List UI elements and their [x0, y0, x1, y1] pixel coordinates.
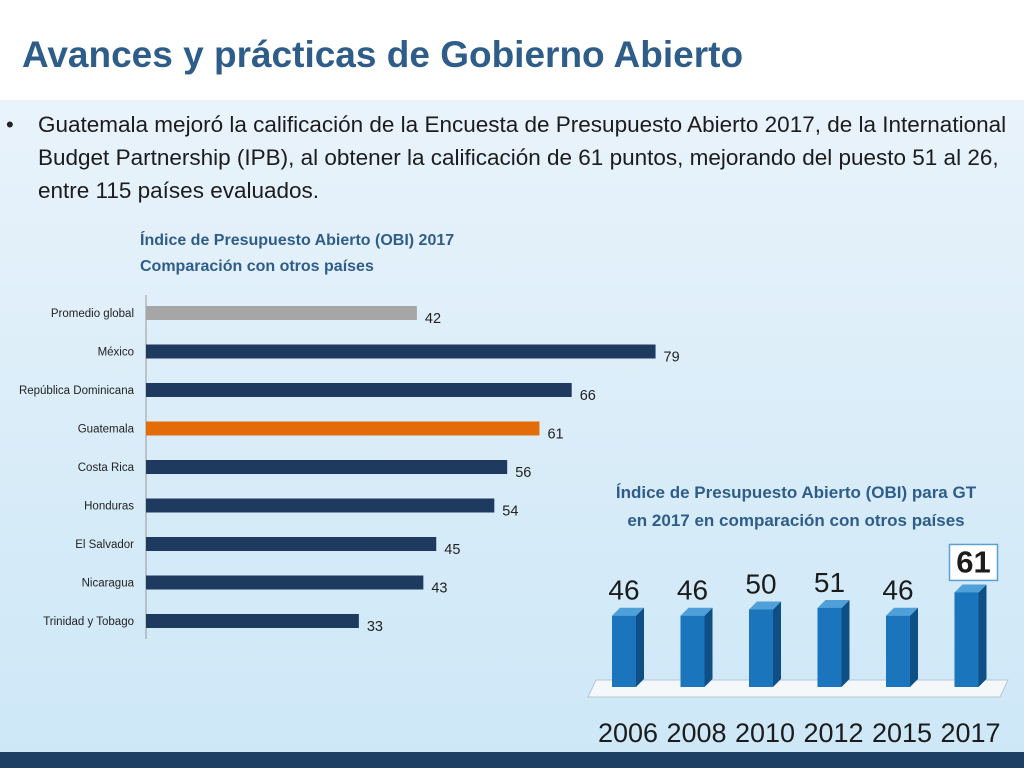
column-side: [841, 599, 850, 687]
bar-value-label: 45: [444, 542, 460, 558]
bullet-marker: •: [6, 112, 14, 137]
category-label: Trinidad y Tobago: [43, 616, 134, 628]
column: [612, 615, 636, 687]
column-value-label: 46: [882, 575, 913, 606]
column-side: [978, 584, 987, 687]
year-label: 2010: [735, 718, 795, 748]
column-top: [886, 607, 918, 616]
obi-guatemala-chart-title: Índice de Presupuesto Abierto (OBI) para…: [615, 483, 977, 530]
category-label: Costa Rica: [78, 462, 135, 474]
bar: [146, 614, 359, 628]
column-side: [910, 607, 918, 687]
column-top: [817, 599, 850, 608]
category-label: Nicaragua: [82, 578, 135, 590]
column-value-label: 46: [608, 575, 639, 606]
bullet-text: Guatemala mejoró la calificación de la E…: [38, 112, 1007, 203]
year-label: 2006: [598, 718, 658, 748]
category-label: República Dominicana: [19, 385, 135, 397]
year-label: 2008: [666, 718, 726, 748]
obi-comparison-chart-title: Índice de Presupuesto Abierto (OBI) 2017: [140, 232, 455, 249]
bar: [146, 460, 508, 474]
column: [680, 615, 705, 687]
category-label: El Salvador: [75, 539, 134, 551]
obi-comparison-chart-subtitle: Comparación con otros países: [140, 258, 374, 275]
column-value-label: 50: [745, 569, 776, 600]
column: [817, 607, 842, 687]
category-label: México: [98, 347, 134, 359]
column-value-label: 61: [956, 544, 990, 579]
year-label: 2015: [872, 718, 932, 748]
column-side: [773, 601, 781, 687]
column: [886, 615, 910, 687]
bar-value-label: 33: [367, 619, 383, 635]
bar: [146, 575, 424, 590]
bar: [146, 344, 656, 359]
bar-value-label: 79: [664, 350, 680, 366]
category-label: Promedio global: [51, 308, 134, 320]
footer-bar: [0, 752, 1024, 768]
bar-value-label: 66: [580, 388, 596, 404]
bar-value-label: 43: [431, 581, 447, 597]
bar: [146, 383, 572, 397]
bar: [146, 498, 495, 513]
column-top: [612, 607, 644, 616]
column-value-label: 51: [814, 567, 845, 598]
bar-value-label: 54: [502, 504, 518, 520]
obi-comparison-chart-heading: Índice de Presupuesto Abierto (OBI) 2017…: [140, 228, 560, 280]
bar: [146, 537, 437, 551]
bar: [146, 421, 540, 436]
column-side: [636, 607, 644, 687]
highlight-value-box: [948, 543, 999, 582]
slide-title: Avances y prácticas de Gobierno Abierto: [22, 34, 744, 75]
category-label: Guatemala: [78, 424, 135, 436]
column-top: [680, 607, 713, 616]
year-label: 2012: [803, 718, 863, 748]
column-top: [749, 601, 781, 610]
year-label: 2017: [940, 718, 1000, 748]
chart-floor: [587, 679, 1009, 698]
bullet-block: • Guatemala mejoró la calificación de la…: [0, 104, 1024, 214]
column: [954, 592, 979, 687]
bar: [146, 306, 417, 320]
column: [749, 609, 773, 687]
bar-value-label: 61: [547, 427, 563, 443]
column-side: [704, 607, 713, 687]
category-label: Honduras: [84, 501, 134, 513]
bar-value-label: 56: [515, 465, 531, 481]
column-top: [954, 584, 987, 593]
bar-value-label: 42: [425, 311, 441, 327]
title-band: [0, 0, 1024, 100]
column-value-label: 46: [677, 575, 708, 606]
